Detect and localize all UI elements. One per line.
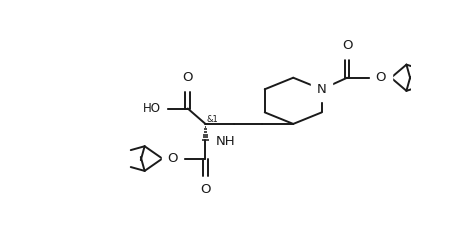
Text: O: O [200,183,211,196]
Text: NH: NH [216,135,236,148]
Text: &1: &1 [207,115,218,124]
Text: O: O [182,71,193,84]
Text: O: O [167,152,178,165]
Text: HO: HO [143,102,161,115]
Text: O: O [342,39,352,52]
Text: O: O [376,71,386,84]
Text: N: N [317,83,327,96]
